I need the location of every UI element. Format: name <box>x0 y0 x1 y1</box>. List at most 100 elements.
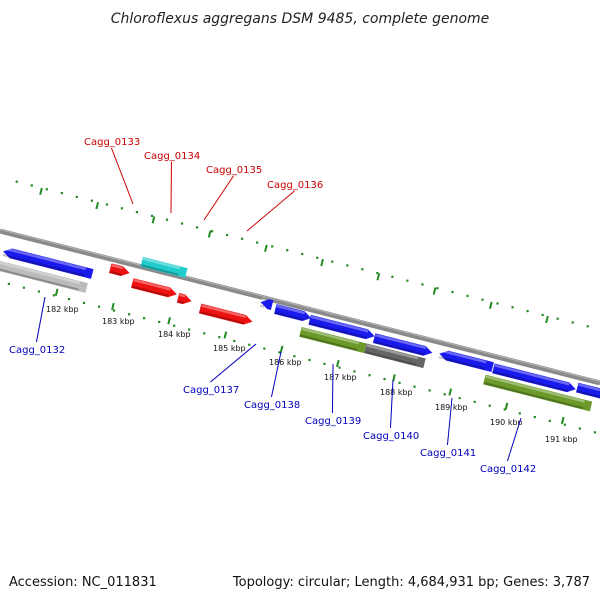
ruler-dot <box>346 264 349 267</box>
ruler-dot <box>406 279 409 282</box>
kbp-tick-label: 183 kbp <box>102 317 135 326</box>
ruler-dot <box>52 294 56 297</box>
gene-shadow <box>483 382 584 410</box>
gene-shadow <box>492 370 568 392</box>
ruler-dot <box>563 423 566 426</box>
gene-body <box>299 327 367 354</box>
ruler-dot <box>383 377 386 381</box>
gene-shadow <box>299 334 358 351</box>
ruler-dot <box>571 321 574 324</box>
gene-feature <box>299 327 367 354</box>
ruler-tick <box>111 302 115 311</box>
gene-label: Cagg_0140 <box>363 431 419 442</box>
map-title: Chloroflexus aggregans DSM 9485, complet… <box>111 11 490 27</box>
gene-shadow <box>274 311 304 321</box>
gene-feature <box>483 374 593 412</box>
gene-highlight <box>301 327 360 345</box>
ruler-dot <box>436 287 439 290</box>
gene-highlight <box>310 315 369 333</box>
ruler-dot <box>7 282 11 285</box>
gene-label: Cagg_0133 <box>84 137 140 148</box>
kbp-tick-label: 191 kbp <box>545 435 578 444</box>
ruler-dot <box>518 412 521 415</box>
ruler-dot <box>481 298 484 301</box>
gene-feature <box>576 382 600 403</box>
genome-backbone <box>0 228 600 386</box>
ruler-dot <box>75 195 78 199</box>
gene-shadow <box>364 350 417 366</box>
ruler-dot <box>526 309 529 313</box>
ruler-tick <box>167 317 171 325</box>
gene-highlight <box>179 293 186 298</box>
ruler-dot <box>30 184 33 187</box>
ruler-tick <box>545 315 549 324</box>
ruler-dot <box>368 374 371 377</box>
gene-label: Cagg_0137 <box>183 385 239 396</box>
gene-label: Cagg_0142 <box>480 464 536 475</box>
ruler-tick <box>504 402 509 410</box>
ruler-tick <box>39 187 43 195</box>
gene-highlight <box>201 304 247 318</box>
ruler-dot <box>226 233 229 237</box>
ruler-dot <box>353 370 356 373</box>
ruler-dot <box>398 381 401 384</box>
gene-body <box>576 382 600 403</box>
topology-summary: Topology: circular; Length: 4,684,931 bp… <box>232 575 590 590</box>
ruler-tick <box>54 288 59 296</box>
kbp-tick-label: 187 kbp <box>324 373 357 382</box>
accession-label: Accession: NC_011831 <box>9 575 157 590</box>
ruler-dot <box>173 324 176 327</box>
ruler-dot <box>278 351 281 354</box>
ruler-dot <box>361 268 364 271</box>
ruler-dot <box>218 336 221 339</box>
gene-shadow <box>109 270 122 276</box>
ruler-dot <box>533 416 536 419</box>
leader-line <box>389 379 394 429</box>
ruler-tick <box>560 416 565 425</box>
gene-highlight <box>440 349 487 364</box>
ruler-tick <box>320 258 324 267</box>
gene-feature <box>492 363 576 393</box>
ruler-tick <box>448 388 453 396</box>
gene-shadow <box>131 285 169 297</box>
gene-shadow <box>576 390 600 403</box>
ruler-dot <box>180 222 184 225</box>
gene-body <box>3 248 94 279</box>
ruler-dot <box>421 283 424 286</box>
gene-highlight <box>4 247 87 271</box>
ruler-dot <box>578 427 581 430</box>
upper-ruler-track <box>15 180 589 328</box>
ruler-dot <box>15 180 18 183</box>
kbp-tick-label: 188 kbp <box>380 388 413 397</box>
leader-line <box>446 397 453 446</box>
ruler-dot <box>376 271 379 275</box>
ruler-dot <box>286 249 289 252</box>
gene-highlight <box>142 257 181 270</box>
ruler-dot <box>413 385 416 388</box>
ruler-dot <box>428 389 431 392</box>
gene-shadow <box>373 340 425 356</box>
ruler-dot <box>338 366 341 369</box>
ruler-dot <box>593 431 596 434</box>
gene-feature <box>140 256 188 278</box>
ruler-dot <box>556 317 559 320</box>
ruler-dot <box>548 419 551 423</box>
kbp-tick-label: 185 kbp <box>213 344 246 353</box>
gene-shadow <box>438 356 485 370</box>
ruler-dot <box>458 396 461 400</box>
gene-body <box>492 363 576 393</box>
ruler-tick <box>392 374 396 382</box>
ruler-dot <box>301 252 304 256</box>
gene-label: Cagg_0134 <box>144 151 200 162</box>
gene-feature <box>364 343 426 369</box>
kbp-tick-label: 190 kbp <box>490 418 523 427</box>
ruler-dot <box>443 393 446 396</box>
ruler-tick <box>151 216 156 224</box>
gene-highlight <box>485 375 585 403</box>
ruler-tick <box>376 273 381 281</box>
ruler-dot <box>120 207 124 210</box>
gene-feature <box>438 349 494 373</box>
ruler-dot <box>67 298 71 301</box>
ruler-tick <box>335 359 340 368</box>
ruler-dot <box>256 241 259 244</box>
